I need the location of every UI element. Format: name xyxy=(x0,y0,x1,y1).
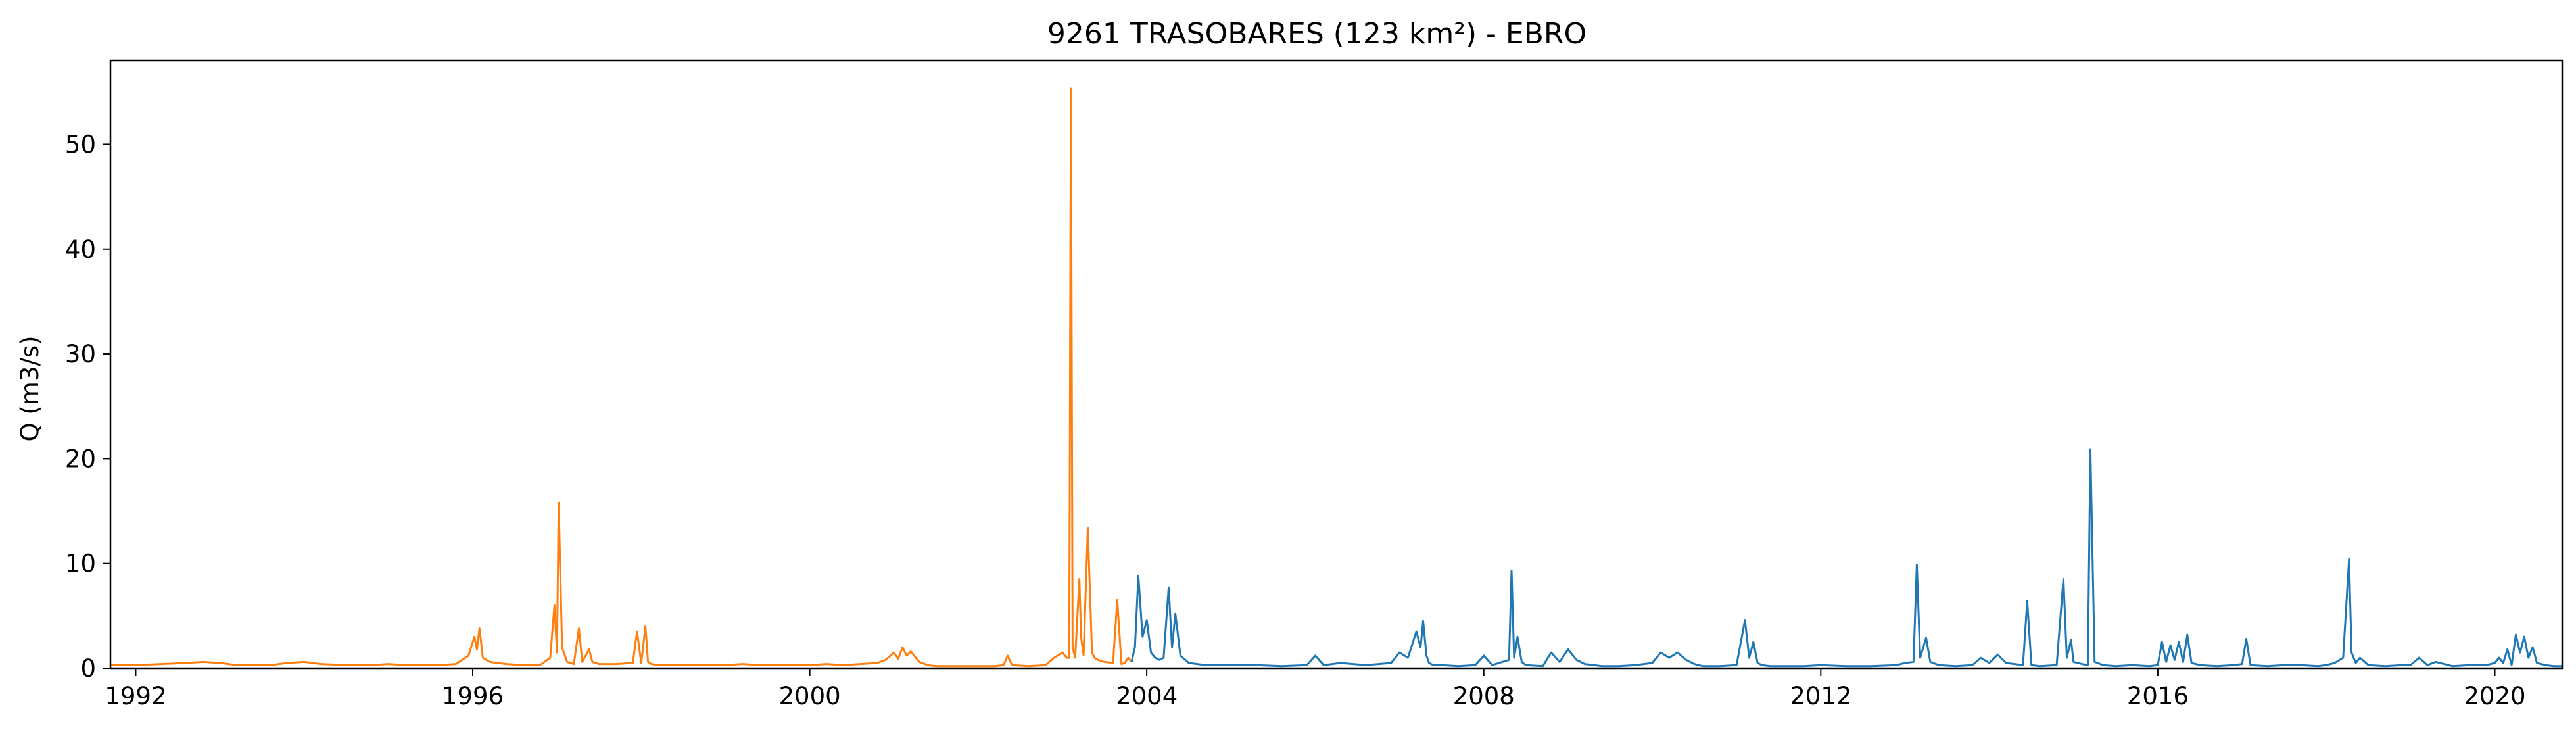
y-tick-label: 50 xyxy=(65,130,96,159)
x-tick-label: 2004 xyxy=(1116,682,1178,710)
y-axis-label: Q (m3/s) xyxy=(16,335,44,441)
y-tick-label: 0 xyxy=(80,654,96,683)
axes-frame xyxy=(109,59,2564,670)
x-tick-label: 1992 xyxy=(105,682,166,710)
x-tick-label: 2008 xyxy=(1453,682,1515,710)
x-tick-label: 1996 xyxy=(442,682,504,710)
plot-area xyxy=(110,87,2562,668)
x-tick-label: 2020 xyxy=(2464,682,2525,710)
y-tick-label: 40 xyxy=(65,235,96,264)
series-line-1 xyxy=(110,87,1133,668)
y-axis: 0 10 20 30 40 50 xyxy=(65,130,110,683)
x-axis: 1992 1996 2000 2004 2008 2012 2016 2020 xyxy=(105,668,2526,710)
y-tick-label: 20 xyxy=(65,445,96,473)
y-tick-label: 10 xyxy=(65,550,96,578)
series-line-2 xyxy=(1130,448,2562,668)
y-tick-label: 30 xyxy=(65,340,96,368)
x-tick-label: 2012 xyxy=(1790,682,1851,710)
x-tick-label: 2016 xyxy=(2127,682,2189,710)
x-tick-label: 2000 xyxy=(779,682,841,710)
chart-title: 9261 TRASOBARES (123 km²) - EBRO xyxy=(1047,17,1586,51)
